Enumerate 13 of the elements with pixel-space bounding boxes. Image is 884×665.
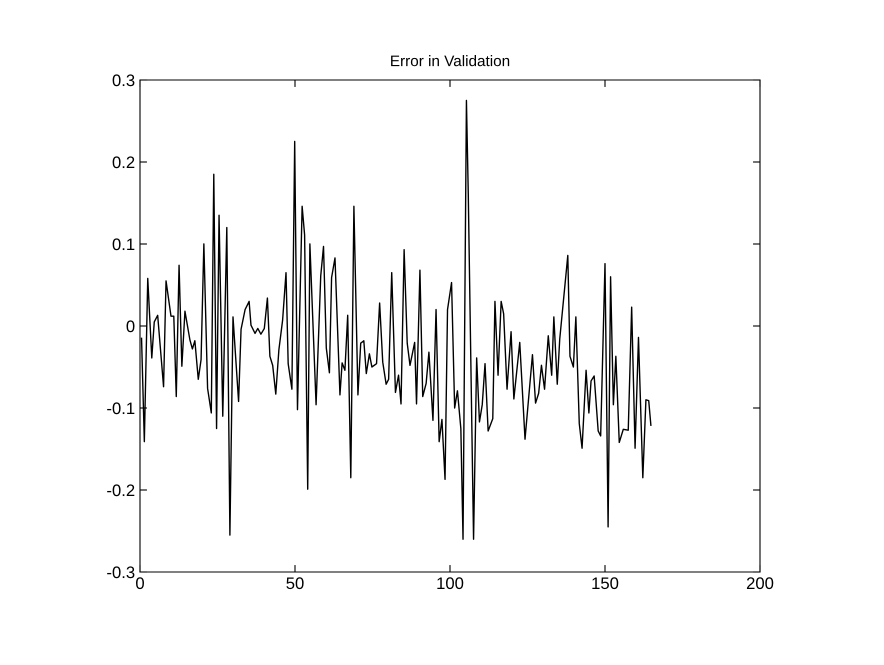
y-tick-label: -0.3: [107, 566, 134, 578]
x-tick-label: 100: [437, 577, 464, 590]
y-tick-label: 0.1: [112, 238, 134, 250]
y-tick-label: 0.3: [112, 74, 134, 86]
x-tick-label: 50: [286, 577, 304, 590]
x-tick-label: 150: [592, 577, 618, 590]
y-tick-label: -0.2: [107, 484, 134, 496]
chart-title: Error in Validation: [391, 55, 510, 66]
y-tick-label: 0: [126, 320, 134, 332]
x-tick-label: 0: [136, 577, 144, 590]
x-tick-label: 200: [746, 577, 774, 590]
y-tick-label: 0.2: [112, 156, 134, 168]
y-tick-label: -0.1: [107, 402, 134, 414]
